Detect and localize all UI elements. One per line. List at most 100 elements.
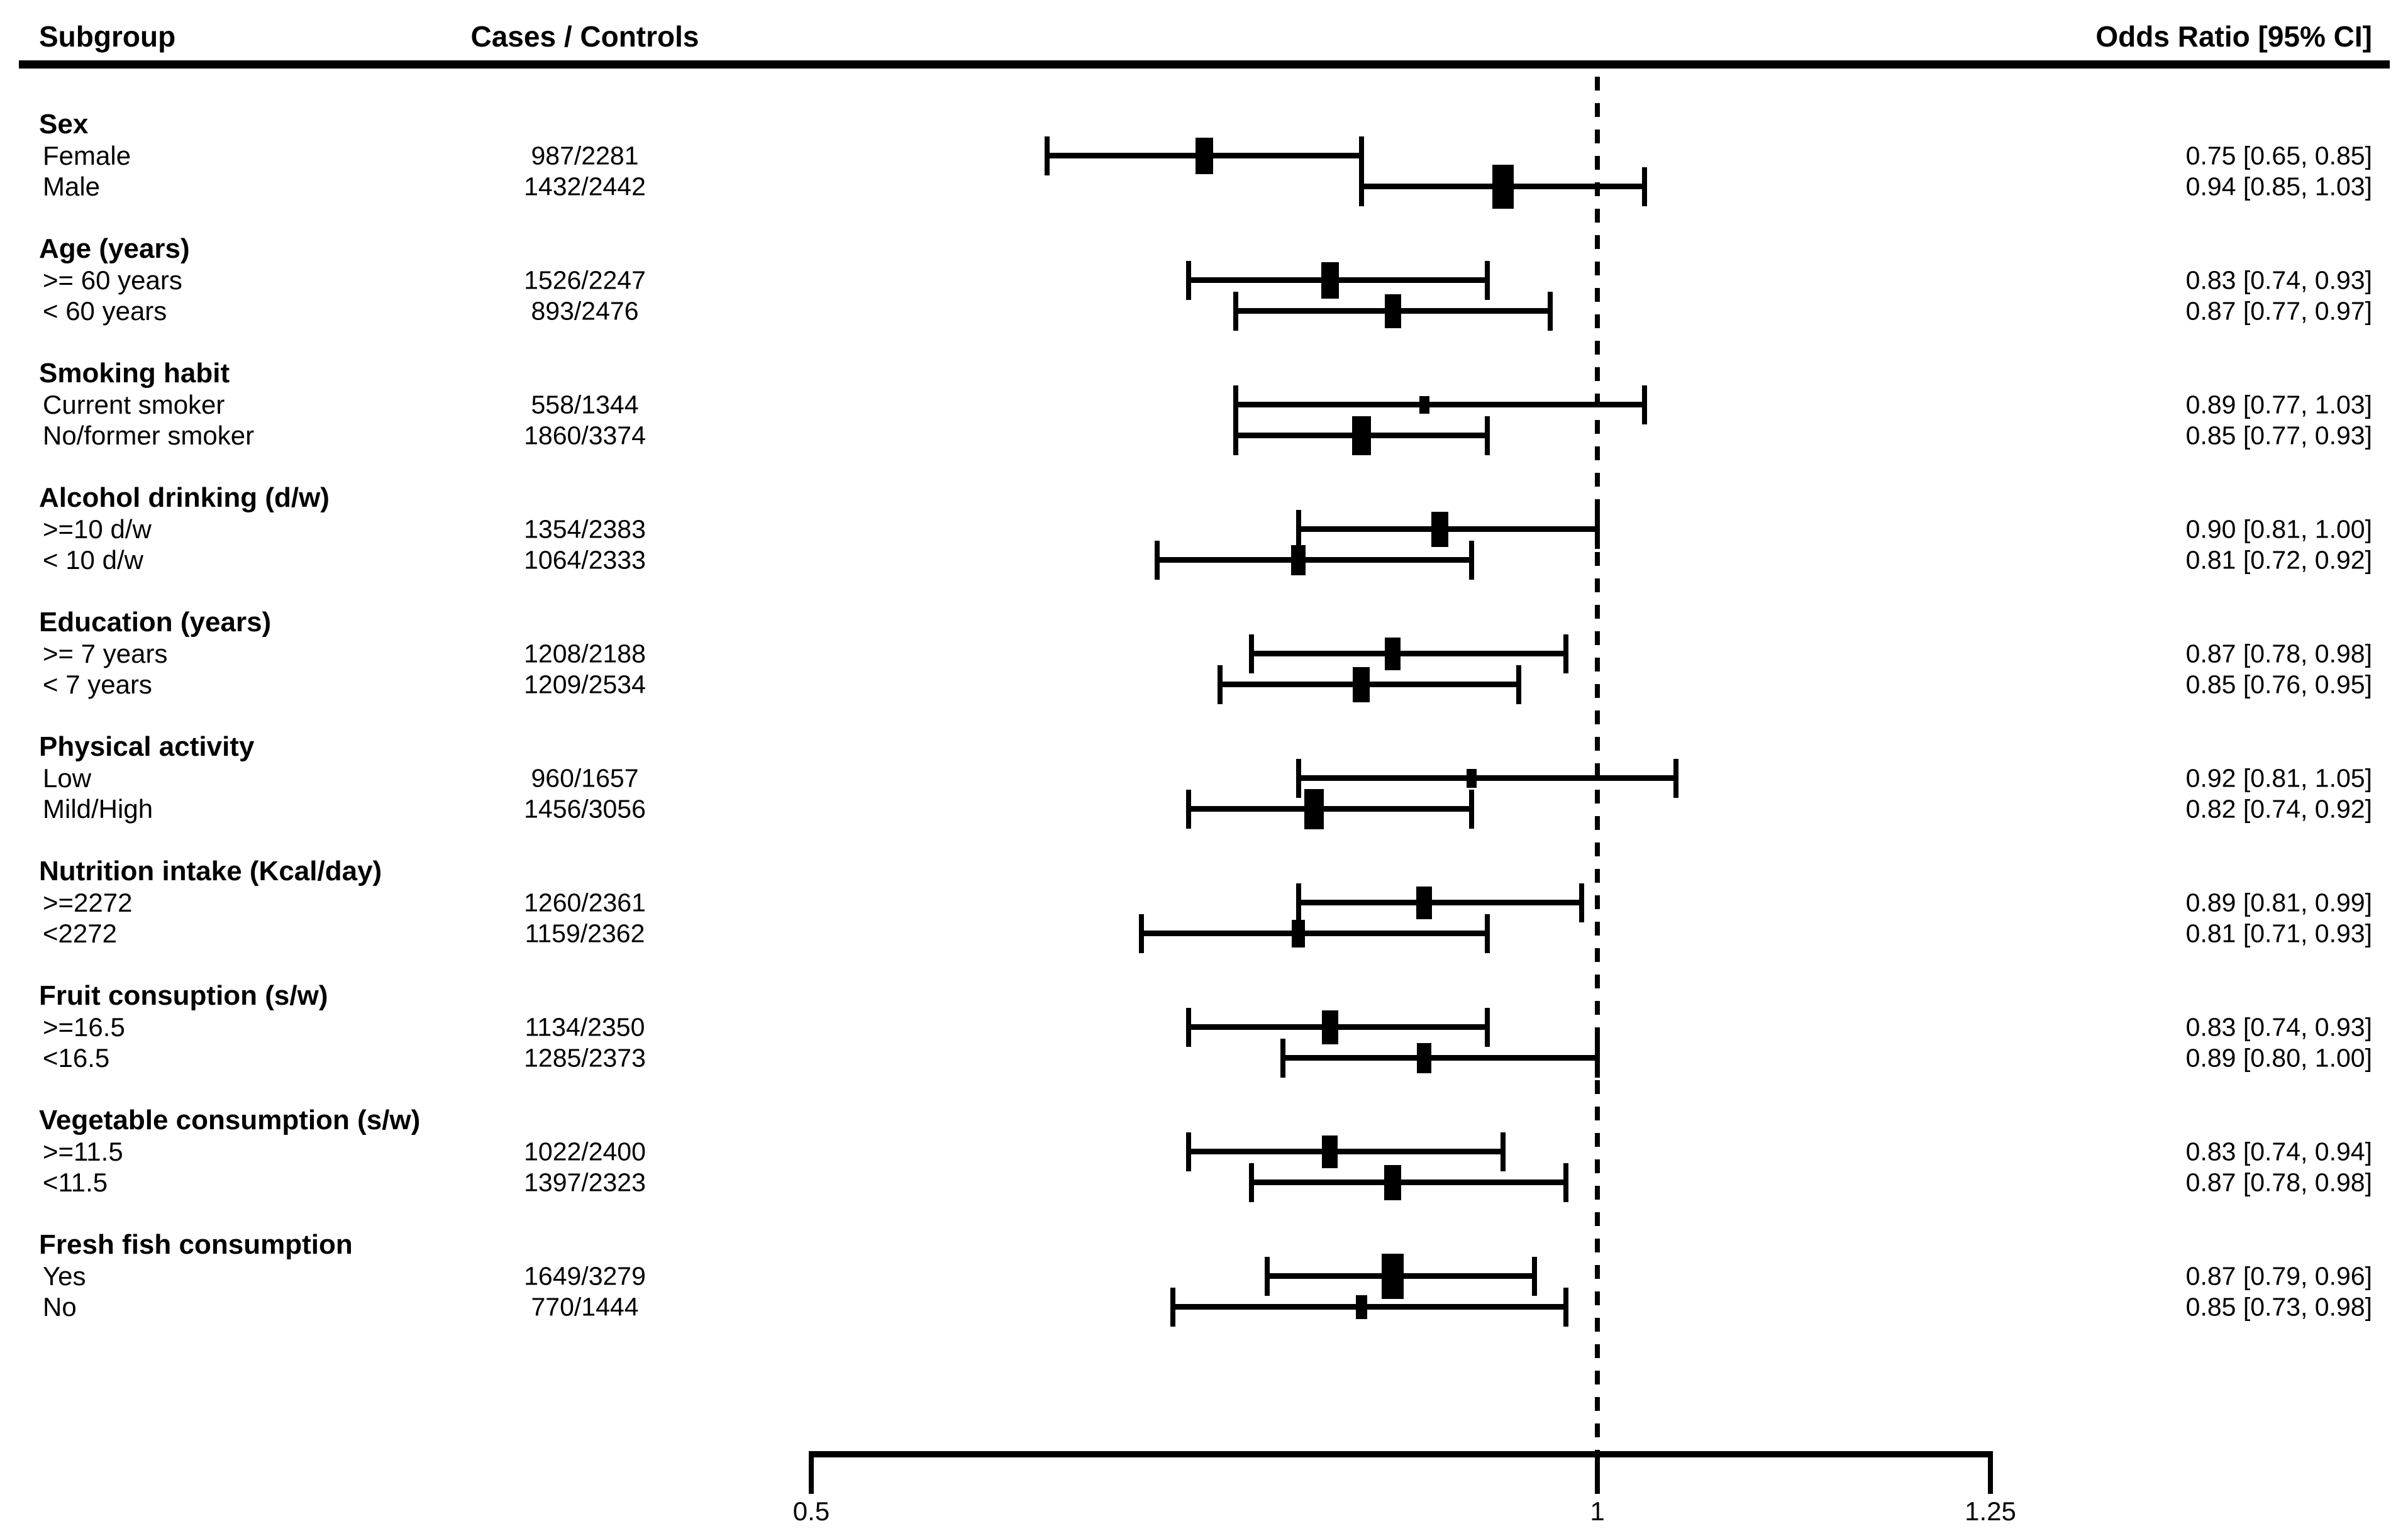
ci-cap-left [1296, 510, 1301, 549]
ci-cap-right [1469, 541, 1474, 580]
ci-cap-left [1155, 541, 1160, 580]
x-axis-line [811, 1451, 1990, 1457]
ci-cap-right [1359, 136, 1364, 175]
row-cases-controls: 1354/2383 [524, 514, 646, 544]
row-or-ci-text: 0.83 [0.74, 0.93] [2185, 265, 2372, 295]
x-axis-tick-label: 1 [1590, 1496, 1605, 1526]
row-label: Current smoker [43, 390, 225, 419]
row-label: < 60 years [43, 296, 167, 326]
x-axis-tick [1595, 1451, 1600, 1494]
group-header-label: Sex [39, 109, 89, 140]
row-label: >=10 d/w [43, 514, 152, 544]
row-cases-controls: 1209/2534 [524, 670, 646, 699]
ci-line [1141, 931, 1487, 936]
ci-cap-left [1296, 883, 1301, 922]
column-header-cases-controls: Cases / Controls [470, 20, 699, 53]
ci-cap-right [1642, 385, 1647, 424]
row-label: Mild/High [43, 794, 153, 824]
ci-cap-right [1673, 759, 1678, 798]
x-axis-tick [1988, 1451, 1993, 1494]
row-or-ci-text: 0.83 [0.74, 0.94] [2185, 1137, 2372, 1166]
odds-ratio-marker [1492, 165, 1514, 209]
ci-line [1189, 1149, 1503, 1154]
row-label: < 7 years [43, 670, 152, 699]
odds-ratio-marker [1322, 1010, 1338, 1044]
row-cases-controls: 1432/2442 [524, 172, 646, 201]
row-label: No [43, 1292, 77, 1322]
odds-ratio-marker [1431, 512, 1448, 547]
row-label: Male [43, 172, 101, 201]
row-cases-controls: 1397/2323 [524, 1168, 646, 1197]
row-cases-controls: 1022/2400 [524, 1137, 646, 1166]
row-cases-controls: 1064/2333 [524, 545, 646, 575]
ci-cap-left [1045, 136, 1050, 175]
ci-cap-right [1563, 634, 1568, 673]
odds-ratio-marker [1416, 887, 1432, 919]
row-label: >= 7 years [43, 639, 168, 668]
ci-cap-right [1485, 261, 1490, 300]
column-header-subgroup: Subgroup [39, 20, 176, 53]
ci-cap-left [1265, 1257, 1270, 1296]
row-or-ci-text: 0.75 [0.65, 0.85] [2185, 141, 2372, 170]
row-label: <16.5 [43, 1043, 110, 1073]
row-label: No/former smoker [43, 421, 255, 450]
ci-cap-left [1249, 634, 1254, 673]
ci-cap-right [1532, 1257, 1537, 1296]
row-label: < 10 d/w [43, 545, 143, 575]
row-or-ci-text: 0.83 [0.74, 0.93] [2185, 1012, 2372, 1042]
ci-cap-right [1579, 883, 1584, 922]
row-label: Yes [43, 1261, 86, 1291]
ci-line [1299, 900, 1582, 905]
group-header-label: Fresh fish consumption [39, 1229, 353, 1260]
row-cases-controls: 558/1344 [531, 390, 639, 419]
ci-line [1236, 402, 1645, 407]
ci-line [1173, 1304, 1566, 1310]
ci-line [1251, 651, 1566, 656]
odds-ratio-marker [1385, 294, 1401, 328]
row-cases-controls: 770/1444 [531, 1292, 639, 1322]
ci-cap-left [1218, 665, 1223, 704]
row-or-ci-text: 0.87 [0.78, 0.98] [2185, 1168, 2372, 1197]
row-cases-controls: 893/2476 [531, 296, 639, 326]
row-cases-controls: 1159/2362 [524, 919, 645, 948]
ci-cap-left [1186, 790, 1191, 829]
ci-cap-right [1469, 790, 1474, 829]
x-axis-tick-label: 1.25 [1965, 1496, 2016, 1526]
ci-cap-right [1548, 292, 1553, 331]
ci-cap-right [1563, 1163, 1568, 1202]
row-cases-controls: 1134/2350 [524, 1012, 645, 1042]
group-header-label: Alcohol drinking (d/w) [39, 482, 330, 513]
ci-cap-right [1501, 1132, 1506, 1171]
ci-cap-right [1642, 167, 1647, 206]
row-label: <2272 [43, 919, 117, 948]
odds-ratio-marker [1304, 789, 1324, 829]
ci-cap-left [1296, 759, 1301, 798]
ci-line [1299, 775, 1676, 781]
row-label: <11.5 [43, 1168, 108, 1197]
odds-ratio-marker [1196, 138, 1213, 174]
row-or-ci-text: 0.94 [0.85, 1.03] [2185, 172, 2372, 201]
x-axis-tick-label: 0.5 [792, 1496, 830, 1526]
ci-line [1251, 1180, 1566, 1185]
odds-ratio-marker [1322, 1135, 1338, 1168]
group-header-label: Fruit consuption (s/w) [39, 980, 328, 1011]
row-or-ci-text: 0.90 [0.81, 1.00] [2185, 514, 2372, 544]
row-or-ci-text: 0.85 [0.73, 0.98] [2185, 1292, 2372, 1322]
ci-cap-right [1563, 1288, 1568, 1327]
ci-cap-left [1280, 1039, 1285, 1078]
ci-cap-right [1595, 1039, 1600, 1078]
ci-cap-left [1233, 385, 1238, 424]
row-cases-controls: 987/2281 [531, 141, 639, 170]
ci-cap-right [1516, 665, 1521, 704]
row-or-ci-text: 0.92 [0.81, 1.05] [2185, 763, 2372, 793]
row-label: Low [43, 763, 92, 793]
ci-cap-left [1186, 261, 1191, 300]
ci-cap-right [1485, 1008, 1490, 1047]
row-cases-controls: 1456/3056 [524, 794, 646, 824]
odds-ratio-marker [1321, 262, 1339, 299]
ci-cap-left [1186, 1132, 1191, 1171]
group-header-label: Physical activity [39, 731, 255, 762]
row-or-ci-text: 0.87 [0.78, 0.98] [2185, 639, 2372, 668]
row-or-ci-text: 0.85 [0.77, 0.93] [2185, 421, 2372, 450]
